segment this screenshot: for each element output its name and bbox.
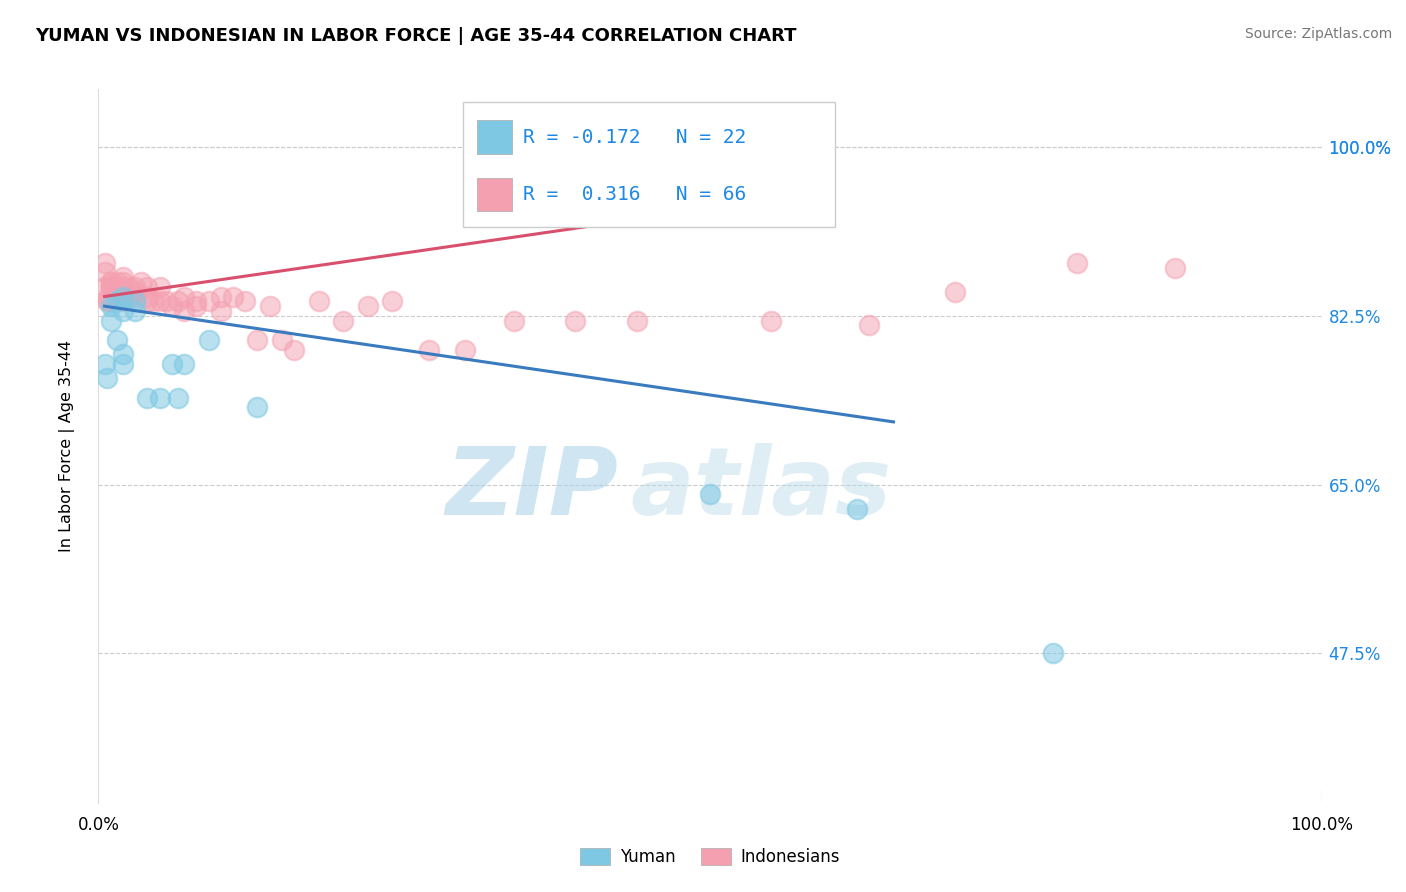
Point <box>173 304 195 318</box>
Point <box>160 357 183 371</box>
Point <box>129 275 152 289</box>
Point <box>1066 256 1088 270</box>
Text: ZIP: ZIP <box>446 442 619 535</box>
Point <box>100 313 122 327</box>
Point <box>186 294 208 309</box>
Point <box>186 299 208 313</box>
Point <box>111 280 134 294</box>
Point <box>105 280 128 294</box>
Point <box>105 294 128 309</box>
Point <box>1042 646 1064 660</box>
Point <box>626 313 648 327</box>
Point <box>100 280 122 294</box>
Point <box>233 294 256 309</box>
Text: Source: ZipAtlas.com: Source: ZipAtlas.com <box>1244 27 1392 41</box>
Point <box>100 275 122 289</box>
Point <box>173 357 195 371</box>
Point <box>111 289 134 303</box>
Point <box>699 487 721 501</box>
Point <box>167 391 190 405</box>
Point <box>105 285 128 299</box>
Point <box>209 289 232 303</box>
Point <box>356 299 378 313</box>
Point <box>136 289 159 303</box>
Point <box>136 391 159 405</box>
Point <box>149 294 172 309</box>
Point <box>124 294 146 309</box>
Y-axis label: In Labor Force | Age 35-44: In Labor Force | Age 35-44 <box>59 340 75 552</box>
Point <box>100 280 122 294</box>
Text: YUMAN VS INDONESIAN IN LABOR FORCE | AGE 35-44 CORRELATION CHART: YUMAN VS INDONESIAN IN LABOR FORCE | AGE… <box>35 27 797 45</box>
Point <box>96 371 118 385</box>
Point <box>105 275 128 289</box>
Point <box>136 280 159 294</box>
Point <box>93 265 115 279</box>
Point <box>100 280 122 294</box>
Point <box>118 280 141 294</box>
Point <box>246 333 269 347</box>
Point <box>93 357 115 371</box>
Point <box>124 304 146 318</box>
Point <box>167 294 190 309</box>
Point <box>142 294 165 309</box>
Point <box>100 299 122 313</box>
Point <box>197 333 219 347</box>
Point <box>111 304 134 318</box>
Point <box>858 318 880 333</box>
Point <box>93 256 115 270</box>
Point <box>105 333 128 347</box>
Point <box>111 357 134 371</box>
Point <box>124 289 146 303</box>
Point <box>418 343 440 357</box>
Point <box>943 285 966 299</box>
Point <box>332 313 354 327</box>
Point <box>105 280 128 294</box>
Point <box>173 289 195 303</box>
Point <box>564 313 586 327</box>
Point <box>259 299 281 313</box>
Point <box>101 280 124 294</box>
Text: R =  0.316   N = 66: R = 0.316 N = 66 <box>523 185 747 204</box>
Point <box>155 294 177 309</box>
Point <box>454 343 477 357</box>
Point <box>308 294 330 309</box>
Point <box>111 294 134 309</box>
Point <box>845 501 868 516</box>
Point <box>503 313 526 327</box>
Point <box>149 391 172 405</box>
Point <box>246 401 269 415</box>
Point <box>96 294 118 309</box>
Point <box>124 285 146 299</box>
Point <box>100 275 122 289</box>
Point <box>1164 260 1187 275</box>
Point <box>111 285 134 299</box>
Point <box>111 289 134 303</box>
Legend: Yuman, Indonesians: Yuman, Indonesians <box>574 841 846 873</box>
Point <box>111 270 134 285</box>
Point <box>149 280 172 294</box>
Point <box>270 333 294 347</box>
Point <box>97 294 120 309</box>
Point <box>111 289 134 303</box>
Point <box>222 289 245 303</box>
Point <box>124 280 146 294</box>
Point <box>761 313 783 327</box>
Text: atlas: atlas <box>630 442 891 535</box>
Point <box>136 294 159 309</box>
Point <box>111 275 134 289</box>
Point <box>283 343 305 357</box>
Point <box>111 347 134 361</box>
Point <box>93 280 115 294</box>
Point <box>160 299 183 313</box>
Point <box>97 289 120 303</box>
Point <box>209 304 232 318</box>
Point <box>381 294 404 309</box>
Text: R = -0.172   N = 22: R = -0.172 N = 22 <box>523 128 747 147</box>
Point <box>124 285 146 299</box>
Point <box>118 289 141 303</box>
Point <box>197 294 219 309</box>
